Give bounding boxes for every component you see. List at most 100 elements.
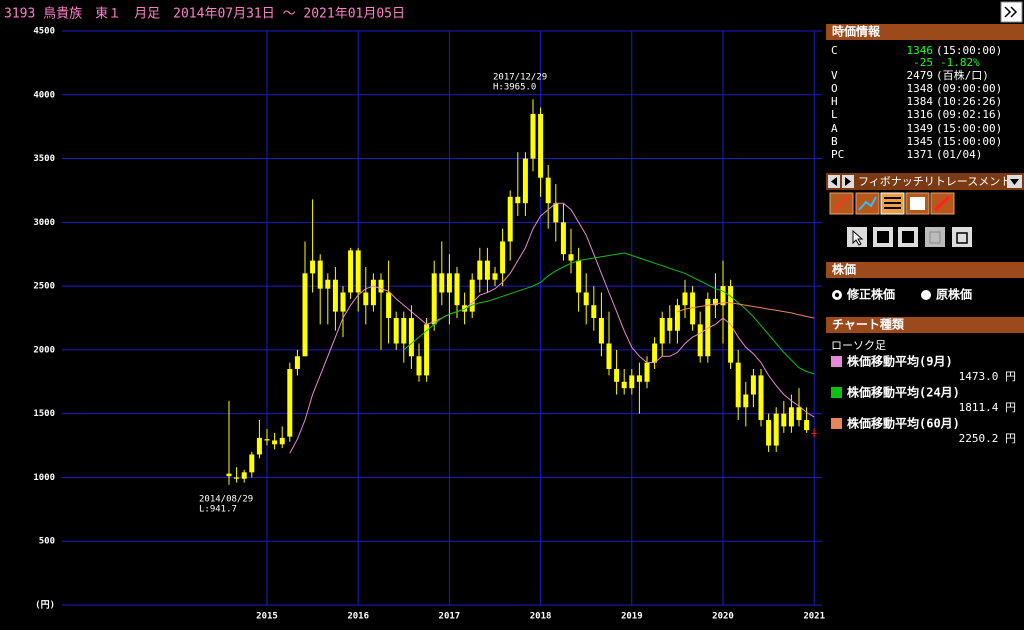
open-value: 1348 [907,82,934,95]
candle-body [408,318,414,357]
annotation: 2017/12/29 [493,73,547,83]
candle-body [682,292,688,306]
candle-body [462,305,468,312]
legend-swatch [831,387,842,398]
candle-body [256,437,262,455]
candle-body [720,286,726,306]
candle-body [621,381,627,389]
radio-button[interactable] [921,290,931,300]
candle-body [348,250,354,293]
plot: (円) 500 1000 1500 2000 2500 3000 3500 4000 4500 20… [33,27,825,622]
candle-body [705,298,711,357]
volume: 2479 [907,69,934,82]
candle-body [667,318,673,331]
candle-body [530,113,536,159]
candle-body [363,292,369,306]
y-tick-label: 3500 [33,154,55,164]
candle-body [492,273,498,280]
x-tick-label: 2017 [439,612,461,622]
candle-body [340,292,346,312]
candle-body [804,420,810,431]
row-label: L [831,108,838,121]
chart-title: 3193 鳥貴族 東１ 月足 2014年07月31日 ～ 2021年01月05日 [4,6,405,22]
panel-header: 時価情報 [832,24,881,39]
legend-label: 株価移動平均(60月) [847,416,960,431]
candle-body [538,113,544,178]
candle-body [576,260,582,293]
candle-body [287,369,293,437]
candle-body [332,279,338,312]
y-tick-label: 1000 [33,473,55,483]
header-bar [826,262,1024,278]
icon [902,231,914,243]
candle-body [469,279,475,312]
candle-body [302,273,308,357]
annotation: L:941.7 [199,504,237,514]
edit-buttons [847,227,972,247]
candle-body [477,260,483,280]
candle-body [568,254,574,261]
candle-body [743,394,749,408]
y-tick-label: 500 [39,537,55,547]
candle-body [697,324,703,357]
row-time: (15:00:00) [936,44,1002,57]
candle-body [629,375,635,389]
row-label: PC [831,148,844,161]
candle-body [766,420,772,446]
y-tick-label: 3000 [33,218,55,228]
edit-button[interactable] [952,227,972,247]
annotation: 2014/08/29 [199,494,253,504]
change: -25 [913,56,933,69]
legend-value: 1473.0 円 [959,370,1016,383]
candle-body [279,437,285,445]
header-bar [826,173,1024,190]
arrow-icon [831,177,837,186]
candle-body [788,407,794,427]
arrow-icon [845,177,851,186]
candle-body [424,324,430,376]
tool-buttons [829,192,955,215]
legend-value: 2250.2 円 [959,432,1016,445]
low-value: 1316 [907,108,934,121]
candle-body [712,298,718,306]
icon [833,196,850,211]
edit-button[interactable] [925,227,945,247]
prev-close: 1371 [907,148,934,161]
candle-body [522,158,528,204]
x-tick-label: 2016 [347,612,369,622]
candle-body [758,375,764,421]
bid-value: 1345 [907,135,934,148]
row-label: V [831,69,838,82]
tool-name: フィボナッチリトレースメント [858,175,1011,188]
candle-body [378,279,384,293]
candle-body [431,273,437,325]
legend-label: 株価移動平均(24月) [847,385,960,400]
side-panel: 時価情報 C 1346 (15:00:00) -25 -1.82% V 2479… [826,24,1024,445]
candle-body [454,273,460,306]
panel-header: 株価 [832,262,856,277]
candle-body [644,362,650,382]
candle-body [226,473,232,477]
radio-label: 原株価 [936,287,972,302]
candle-body [416,356,422,376]
candle-body [636,375,642,382]
candle-body [553,203,559,223]
candle-body [446,273,452,293]
candle-body [249,454,255,473]
candle-body [241,472,247,479]
icon [929,231,941,244]
row-label: O [831,82,838,95]
expand-button[interactable] [1000,1,1023,23]
annotation: H:3965.0 [493,83,536,93]
candle-body [796,407,802,421]
candle-body [370,279,376,306]
candle-body [560,222,566,255]
icon [858,196,877,211]
header-bar [826,24,1024,40]
candle-body [264,439,270,441]
